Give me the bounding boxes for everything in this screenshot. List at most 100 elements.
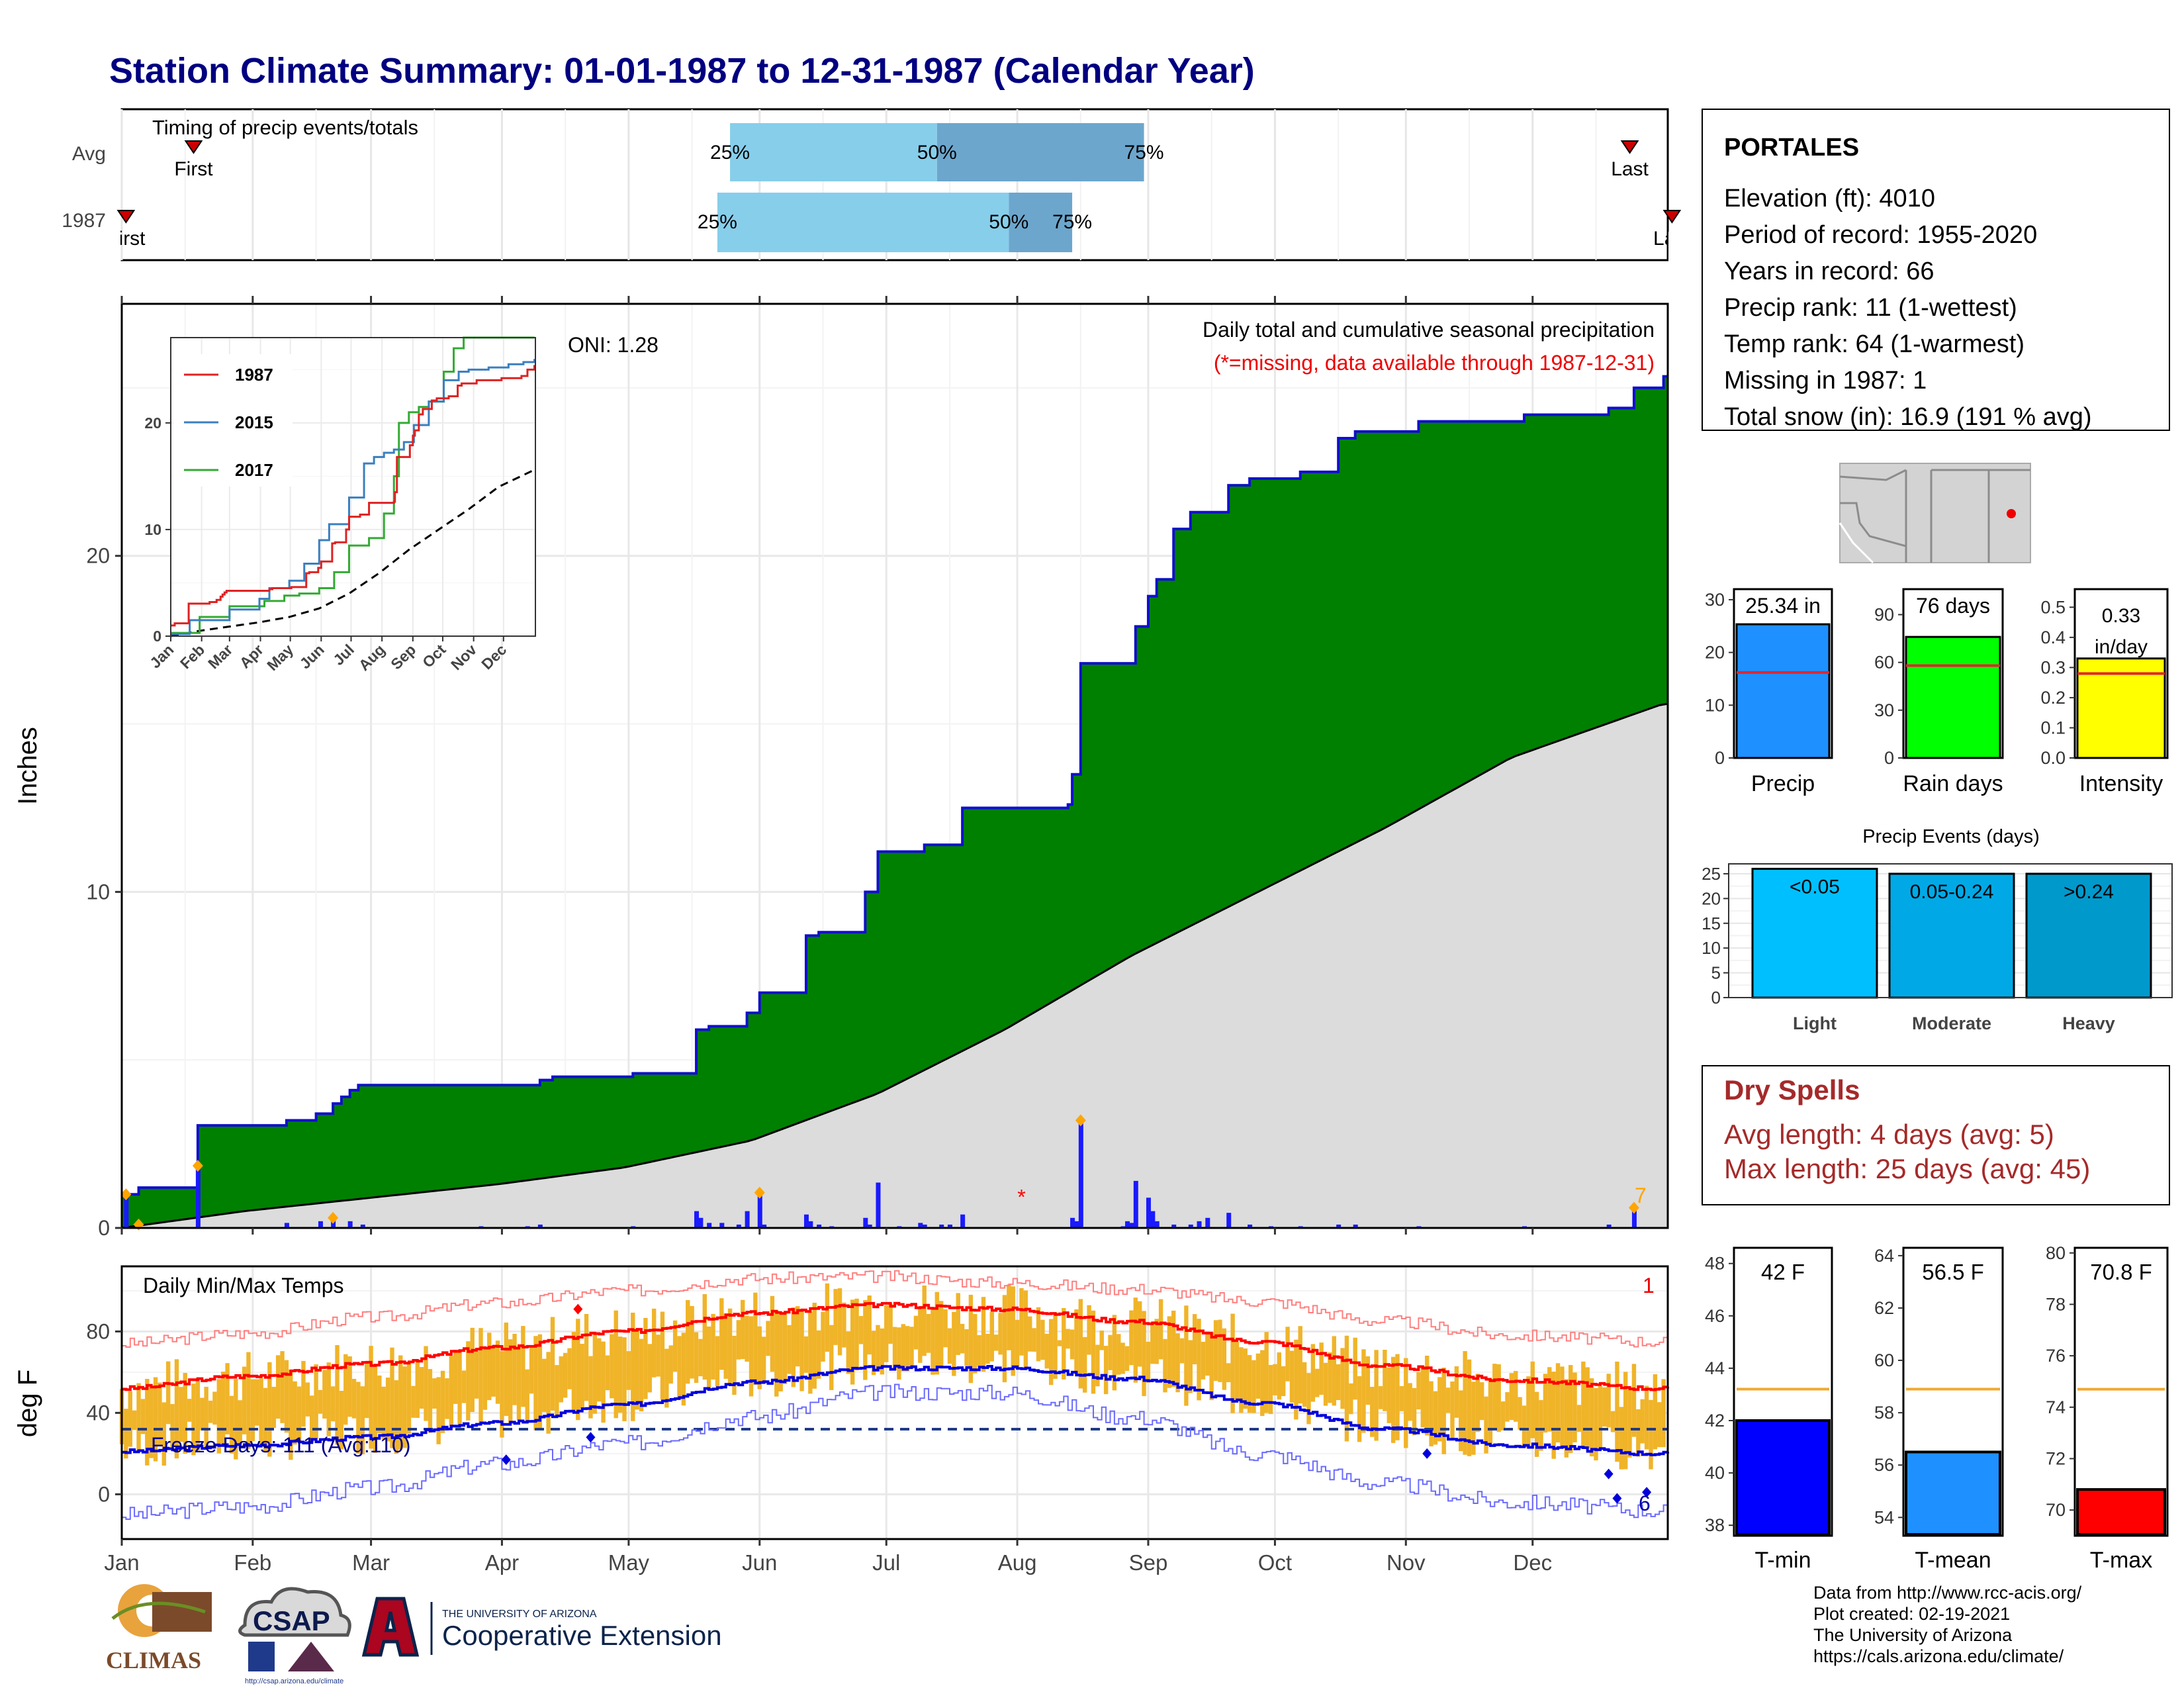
daily-temp-bar (736, 1320, 741, 1360)
daily-temp-bar (803, 1336, 809, 1373)
events-bar-label: Moderate (1912, 1013, 1991, 1033)
daily-temp-bar (364, 1362, 369, 1419)
dry-spells-max: Max length: 25 days (avg: 45) (1724, 1153, 2090, 1184)
svg-text:CLIMAS: CLIMAS (106, 1647, 201, 1673)
daily-temp-bar (390, 1347, 394, 1448)
extreme-precip-marker (1075, 1114, 1086, 1127)
daily-precip-bar (863, 1217, 868, 1228)
daily-temp-bar (1551, 1372, 1556, 1459)
daily-temp-bar (694, 1332, 699, 1383)
daily-temp-bar (1328, 1352, 1332, 1403)
temp-summary-label: T-mean (1915, 1548, 1991, 1573)
daily-temp-bar (406, 1362, 412, 1434)
daily-temp-bar (1564, 1379, 1569, 1458)
timing-edge-clip-left (99, 228, 120, 258)
daily-precip-bar (1146, 1197, 1151, 1228)
daily-precip-bar (698, 1217, 704, 1228)
daily-temp-bar (1661, 1379, 1666, 1448)
daily-temp-bar (1091, 1310, 1096, 1394)
daily-temp-bar (656, 1335, 660, 1377)
daily-temp-bar (1420, 1366, 1426, 1428)
summary-bar-label: Precip (1751, 771, 1815, 796)
inset-y-tick-label: 0 (153, 628, 161, 645)
daily-temp-bar (664, 1348, 669, 1408)
daily-temp-bar (1399, 1385, 1404, 1411)
timing-last-marker (1662, 210, 1682, 224)
daily-temp-bar (1277, 1352, 1282, 1400)
daily-temp-bar (1514, 1371, 1518, 1422)
daily-temp-bar (791, 1307, 796, 1387)
inset-normal-line (170, 469, 535, 637)
daily-precip-bar (1631, 1207, 1637, 1228)
daily-temp-bar (1142, 1311, 1146, 1397)
daily-temp-bar (457, 1349, 462, 1425)
daily-temp-bar (351, 1378, 357, 1419)
daily-temp-bar (1353, 1337, 1357, 1400)
daily-precip-bar (922, 1224, 927, 1228)
daily-temp-bar (647, 1344, 653, 1393)
daily-temp-bar (597, 1338, 602, 1402)
inset-y-tick-label: 10 (144, 521, 161, 538)
daily-temp-bar (922, 1286, 927, 1356)
temp-summary-y-tick-label: 60 (1874, 1350, 1894, 1370)
daily-temp-bar (1424, 1355, 1430, 1436)
daily-temp-bar (1370, 1386, 1375, 1437)
temp-y-axis: 0 40 80 (86, 1319, 1534, 1546)
daily-temp-bar (183, 1373, 187, 1454)
daily-temp-bar (1518, 1397, 1522, 1430)
daily-temp-bar (905, 1326, 910, 1372)
daily-temp-bar (1239, 1347, 1244, 1413)
daily-temp-bar (998, 1313, 1003, 1355)
temp-summary-y-tick-label: 38 (1705, 1515, 1725, 1535)
daily-temp-bar (943, 1309, 948, 1348)
daily-temp-bar (677, 1336, 682, 1398)
daily-temp-bar (842, 1302, 846, 1348)
daily-temp-bar (1298, 1326, 1302, 1404)
daily-temp-bar (1116, 1334, 1121, 1375)
daily-temp-bar (271, 1387, 276, 1429)
events-bar-label: Light (1793, 1013, 1837, 1033)
daily-temp-bar (681, 1333, 686, 1406)
daily-temp-bar (474, 1350, 479, 1399)
daily-temp-bar (187, 1399, 192, 1422)
daily-temp-bar (1188, 1340, 1193, 1393)
daily-temp-bar (1323, 1362, 1328, 1406)
daily-precip-bar (318, 1221, 323, 1228)
daily-temp-bar (952, 1311, 956, 1376)
daily-temp-bar (1158, 1299, 1163, 1360)
daily-temp-bar (1471, 1382, 1476, 1455)
summary-value-label: 76 days (1916, 594, 1990, 618)
daily-temp-bar (635, 1329, 639, 1410)
daily-temp-bar (339, 1390, 344, 1450)
daily-temp-bar (310, 1395, 314, 1443)
timing-first-marker (116, 210, 136, 224)
summary-y-tick-label: 0 (1884, 748, 1894, 768)
temp-summary-y-tick-label: 58 (1874, 1403, 1894, 1423)
daily-precip-bar (918, 1223, 923, 1228)
daily-temp-bar (850, 1299, 855, 1385)
daily-temp-bar (588, 1356, 593, 1419)
daily-precip-bar (1078, 1120, 1083, 1228)
daily-temp-bar (1255, 1353, 1261, 1399)
precip-panel-frame (120, 303, 1669, 1229)
daily-temp-bar (1209, 1332, 1214, 1401)
daily-precip-bar (537, 1224, 543, 1228)
events-bar-range: >0.24 (2064, 881, 2114, 903)
daily-precip-bar (347, 1221, 353, 1228)
summary-y-tick-label: 60 (1874, 653, 1894, 673)
daily-temp-bar (825, 1283, 830, 1352)
daily-temp-bar (617, 1336, 623, 1413)
daily-temp-bar (1509, 1373, 1514, 1421)
temp-y-tick-label: 40 (86, 1401, 110, 1425)
extreme-precip-marker (192, 1160, 203, 1172)
daily-temp-bar (508, 1339, 513, 1423)
timing-pct-label: 75% (1052, 211, 1092, 233)
daily-temp-bar (136, 1383, 141, 1451)
daily-temp-bar (1124, 1346, 1130, 1371)
daily-precip-bar (1336, 1224, 1342, 1228)
daily-temp-bar (711, 1313, 715, 1380)
daily-temp-bar (719, 1298, 724, 1370)
daily-precip-bar (1606, 1224, 1612, 1228)
record-high-line (122, 1270, 1668, 1348)
daily-precip-bar (284, 1223, 289, 1228)
